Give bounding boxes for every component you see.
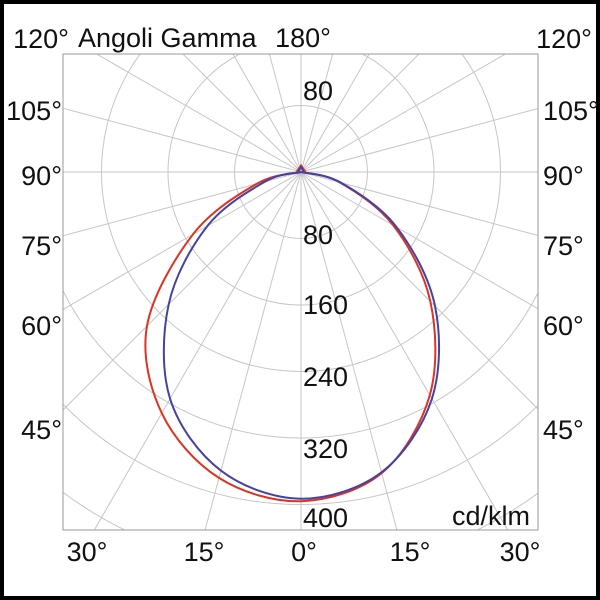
grid-ray-60 [300,171,538,310]
grid-ray-165 [300,54,334,173]
grid-ray-300 [63,171,302,310]
gamma-label-left-105: 105° [6,96,62,126]
grid-ray-330 [93,171,302,530]
unit-label: cd/klm [452,501,530,531]
gamma-label-180: 180° [275,23,331,53]
radial-label-240: 240 [303,362,348,392]
grid-ray-30 [300,171,509,530]
grid-ray-150 [300,54,370,173]
grid-ray-285 [63,171,302,237]
gamma-label-top-left-120: 120° [13,24,69,54]
gamma-label-left-45: 45° [21,415,62,445]
chart-title: Angoli Gamma [78,23,258,53]
grid-ray-120 [300,54,507,173]
gamma-label-left-75: 75° [21,231,62,261]
radial-label-320: 320 [303,434,348,464]
gamma-label-right-75: 75° [543,231,584,261]
gamma-label-bottom-right-30: 30° [500,537,541,567]
gamma-label-left-60: 60° [21,311,62,341]
grid-ray-75 [300,171,538,237]
grid-ray-195 [268,54,302,173]
grid-ray-45 [300,171,538,410]
gamma-label-right-60: 60° [543,311,584,341]
radial-label-80: 80 [303,220,333,250]
gamma-label-right-90: 90° [543,161,584,191]
grid-ray-225 [182,54,302,173]
photometric-curves [144,163,441,503]
grid-ray-240 [95,54,302,173]
curve-red [144,171,437,503]
gamma-label-left-90: 90° [21,161,62,191]
grid-ray-105 [300,107,538,173]
gamma-label-bottom-left-15: 15° [184,537,225,567]
curve-blue-center-spike [297,165,305,173]
gamma-label-bottom-left-30: 30° [67,537,108,567]
grid-ray-345 [204,171,302,530]
grid-ray-135 [300,54,420,173]
grid-ray-255 [63,107,302,173]
gamma-label-bottom-0: 0° [291,537,317,567]
radial-label-400: 400 [303,503,348,533]
gamma-label-top-right-120: 120° [536,24,592,54]
gamma-label-right-45: 45° [543,415,584,445]
curve-blue [162,171,441,500]
radial-label-80-top: 80 [303,76,333,106]
radial-label-160: 160 [303,290,348,320]
gamma-label-right-105: 105° [543,96,599,126]
grid-ray-210 [232,54,302,173]
grid-ray-315 [63,171,302,411]
grid-ray-15 [300,171,398,530]
plot-border [62,53,539,531]
gamma-label-bottom-right-15: 15° [390,537,431,567]
